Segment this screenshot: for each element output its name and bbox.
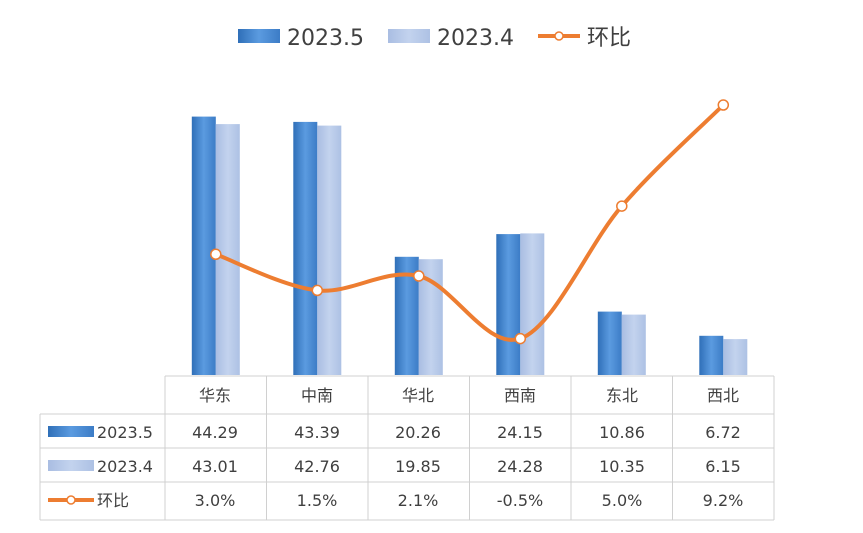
category-label-2: 华北 (402, 386, 434, 405)
bar-series-1-4 (621, 314, 646, 375)
table-row-label-series-0: 2023.5 (97, 423, 153, 442)
ratio-point-1 (311, 284, 324, 297)
legend: 2023.5 2023.4 环比 (238, 26, 631, 51)
table-key-swatch-series-0 (48, 426, 94, 437)
category-label-4: 东北 (606, 386, 638, 405)
table-key-swatch-series-1 (48, 460, 94, 471)
bar-series-1-3 (520, 233, 545, 375)
table-cell: 2.1% (398, 491, 439, 510)
table-cell: 5.0% (602, 491, 643, 510)
legend-label-series-2: 环比 (587, 26, 631, 51)
table-cell: 10.35 (599, 457, 645, 476)
table-key-marker-series-2 (66, 495, 76, 505)
legend-label-series-0: 2023.5 (287, 26, 364, 51)
bar-series-0-4 (597, 311, 622, 375)
category-label-0: 华东 (199, 386, 231, 405)
table-cell: 43.01 (192, 457, 238, 476)
legend-swatch-series-0 (238, 29, 280, 43)
table-cell: 20.26 (395, 423, 441, 442)
bar-series-0-0 (191, 116, 216, 375)
bar-series-0-5 (699, 335, 724, 375)
bar-series-1-5 (723, 339, 748, 375)
table-cell: 19.85 (395, 457, 441, 476)
table-cell: 43.39 (294, 423, 340, 442)
table-cell: 3.0% (195, 491, 236, 510)
table-cell: 24.28 (497, 457, 543, 476)
ratio-point-5 (717, 99, 730, 111)
ratio-point-2 (413, 270, 425, 282)
data-table-grid (39, 375, 775, 521)
table-row-label-series-1: 2023.4 (97, 457, 153, 476)
bar-series-1-1 (317, 125, 342, 375)
legend-swatch-series-1 (388, 29, 430, 43)
data-table: 华东 中南 华北 西南 东北 西北 2023.5 2023.4 环比 44.29… (39, 375, 775, 521)
bar-series-0-1 (293, 121, 318, 376)
table-cell: 1.5% (297, 491, 338, 510)
category-label-3: 西南 (504, 386, 536, 405)
table-cell: 44.29 (192, 423, 238, 442)
table-cell: 42.76 (294, 457, 340, 476)
bar-group (191, 116, 748, 376)
bar-series-1-0 (215, 124, 240, 375)
ratio-point-0 (210, 248, 222, 261)
legend-label-series-1: 2023.4 (437, 26, 514, 51)
table-cell: 10.86 (599, 423, 645, 442)
category-label-5: 西北 (707, 386, 739, 405)
table-cell: 6.15 (705, 457, 741, 476)
ratio-line (213, 103, 726, 342)
table-cell: 9.2% (703, 491, 744, 510)
category-label-1: 中南 (301, 386, 333, 405)
legend-marker-series-2 (554, 31, 564, 41)
ratio-point-4 (616, 200, 628, 212)
bar-series-0-3 (496, 234, 521, 375)
table-cell: 6.72 (705, 423, 741, 442)
table-cell: -0.5% (497, 491, 543, 510)
ratio-point-3 (514, 332, 527, 345)
ratio-line-group (210, 99, 730, 345)
table-row-label-series-2: 环比 (97, 491, 129, 510)
table-cell: 24.15 (497, 423, 543, 442)
